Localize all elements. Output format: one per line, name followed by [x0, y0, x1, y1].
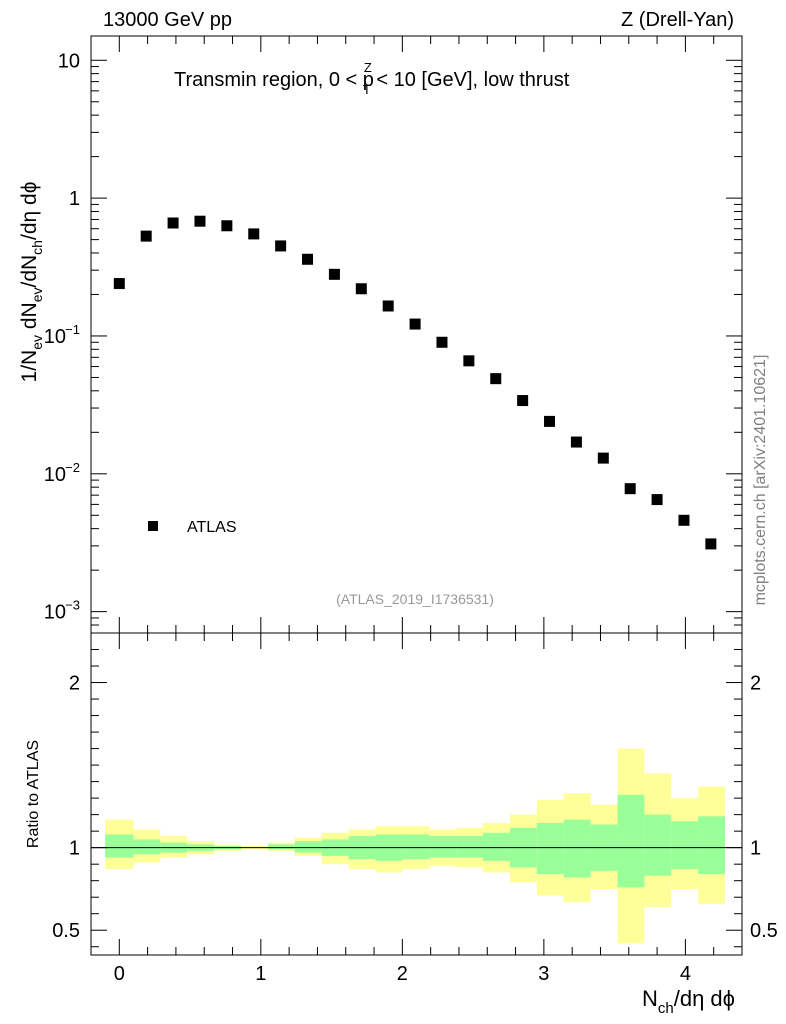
x-tick-label: 3 — [538, 963, 549, 985]
process-label: Z (Drell-Yan) — [621, 9, 734, 31]
panel-title-part: Transmin region, 0 < p — [174, 69, 374, 91]
x-label-part: /dη dϕ — [674, 986, 735, 1011]
ratio-band-inner — [698, 816, 726, 875]
ratio-bands — [105, 748, 726, 944]
x-tick-label: 0 — [114, 963, 125, 985]
x-label-subscript: ch — [658, 1000, 674, 1017]
panel-title-subscript: T — [363, 82, 371, 97]
data-point — [678, 514, 690, 526]
data-point — [302, 253, 314, 265]
ratio-band-inner — [644, 814, 672, 876]
energy-label: 13000 GeV pp — [103, 9, 232, 31]
y-label-part: 1/N — [18, 350, 41, 383]
x-tick-label: 4 — [680, 963, 691, 985]
y-label-part: /dη dϕ — [18, 182, 41, 240]
y-tick-label: 10 — [44, 602, 66, 624]
y-axis-label: 1/Nev dNev/dNch/dη dϕ — [18, 182, 45, 383]
data-point — [355, 283, 367, 295]
data-point — [463, 355, 475, 367]
ratio-y-tick-label: 1 — [750, 838, 761, 860]
data-point — [490, 373, 502, 385]
data-point — [328, 268, 340, 280]
ratio-y-tick-label: 2 — [69, 673, 80, 695]
ratio-band-inner — [402, 834, 430, 860]
data-point — [248, 228, 260, 240]
y-tick-label: 1 — [69, 188, 80, 210]
legend-label: ATLAS — [187, 519, 237, 536]
data-point — [544, 415, 556, 427]
ratio-panel-frame — [90, 632, 743, 956]
data-point — [651, 494, 663, 506]
mcplots-side-label: mcplots.cern.ch [arXiv:2401.10621] — [752, 355, 769, 606]
ratio-y-axis-label: Ratio to ATLAS — [25, 740, 42, 848]
ratio-band-inner — [267, 844, 295, 850]
ratio-panel: 0.5 1 2 0.5 1 2 0 1 2 3 4 Ratio to ATLAS Nch/dη … — [25, 632, 778, 1017]
data-point — [167, 217, 179, 229]
y-label-subscript: ev — [29, 287, 45, 302]
data-point — [221, 220, 233, 232]
main-axis-ticks — [90, 36, 743, 634]
x-label-part: N — [642, 986, 658, 1011]
panel-title-superscript: Z — [364, 60, 372, 75]
ratio-band-inner — [617, 794, 645, 888]
data-point — [597, 452, 609, 464]
y-tick-label-exponent: −1 — [65, 322, 80, 337]
ratio-band-inner — [536, 822, 564, 875]
data-point — [194, 215, 206, 227]
ratio-band-inner — [294, 841, 322, 853]
y-label-subscript: ev — [29, 335, 45, 350]
y-tick-label: 10 — [44, 464, 66, 486]
data-point — [409, 318, 421, 330]
x-tick-labels: 0 1 2 3 4 — [114, 963, 691, 985]
legend-marker — [148, 521, 158, 531]
ratio-band-inner — [133, 839, 161, 855]
y-tick-label-exponent: −3 — [65, 598, 80, 613]
data-markers — [113, 215, 717, 550]
y-label-subscript: ch — [29, 240, 45, 255]
ratio-y-tick-label: 0.5 — [750, 920, 778, 942]
y-tick-label: 10 — [58, 50, 80, 72]
main-panel-frame — [90, 35, 743, 634]
ratio-band-inner — [456, 836, 484, 858]
ratio-band-inner — [671, 821, 699, 870]
data-point — [436, 336, 448, 348]
data-point — [275, 240, 287, 252]
ratio-band-inner — [105, 834, 134, 858]
data-point — [382, 300, 394, 312]
data-point — [140, 230, 152, 242]
y-tick-label-exponent: −2 — [65, 460, 80, 475]
ratio-band-inner — [563, 819, 591, 878]
ratio-band-inner — [483, 832, 510, 861]
ratio-y-tick-labels-left: 0.5 1 2 — [52, 673, 80, 943]
panel-title: Transmin region, 0 < pZ T < 10 [GeV], low… — [174, 60, 570, 97]
ratio-y-tick-label: 2 — [750, 673, 761, 695]
data-point — [705, 538, 717, 550]
data-point — [624, 483, 636, 495]
data-point — [570, 436, 582, 448]
ratio-band-inner — [429, 836, 457, 858]
y-label-part: /dN — [18, 255, 41, 288]
data-point — [517, 395, 529, 407]
x-tick-label: 1 — [255, 963, 266, 985]
analysis-label: (ATLAS_2019_I1736531) — [336, 591, 494, 607]
ratio-y-tick-labels-right: 0.5 1 2 — [750, 673, 778, 943]
panel-title-part: < 10 [GeV], low thrust — [371, 69, 570, 91]
ratio-y-tick-label: 0.5 — [52, 920, 80, 942]
x-tick-label: 2 — [397, 963, 408, 985]
y-label-part: dN — [18, 302, 41, 335]
x-axis-label: Nch/dη dϕ — [642, 986, 735, 1017]
data-point — [113, 278, 125, 290]
y-tick-label: 10 — [44, 326, 66, 348]
ratio-axis-ticks — [90, 633, 743, 955]
ratio-y-tick-label: 1 — [69, 838, 80, 860]
